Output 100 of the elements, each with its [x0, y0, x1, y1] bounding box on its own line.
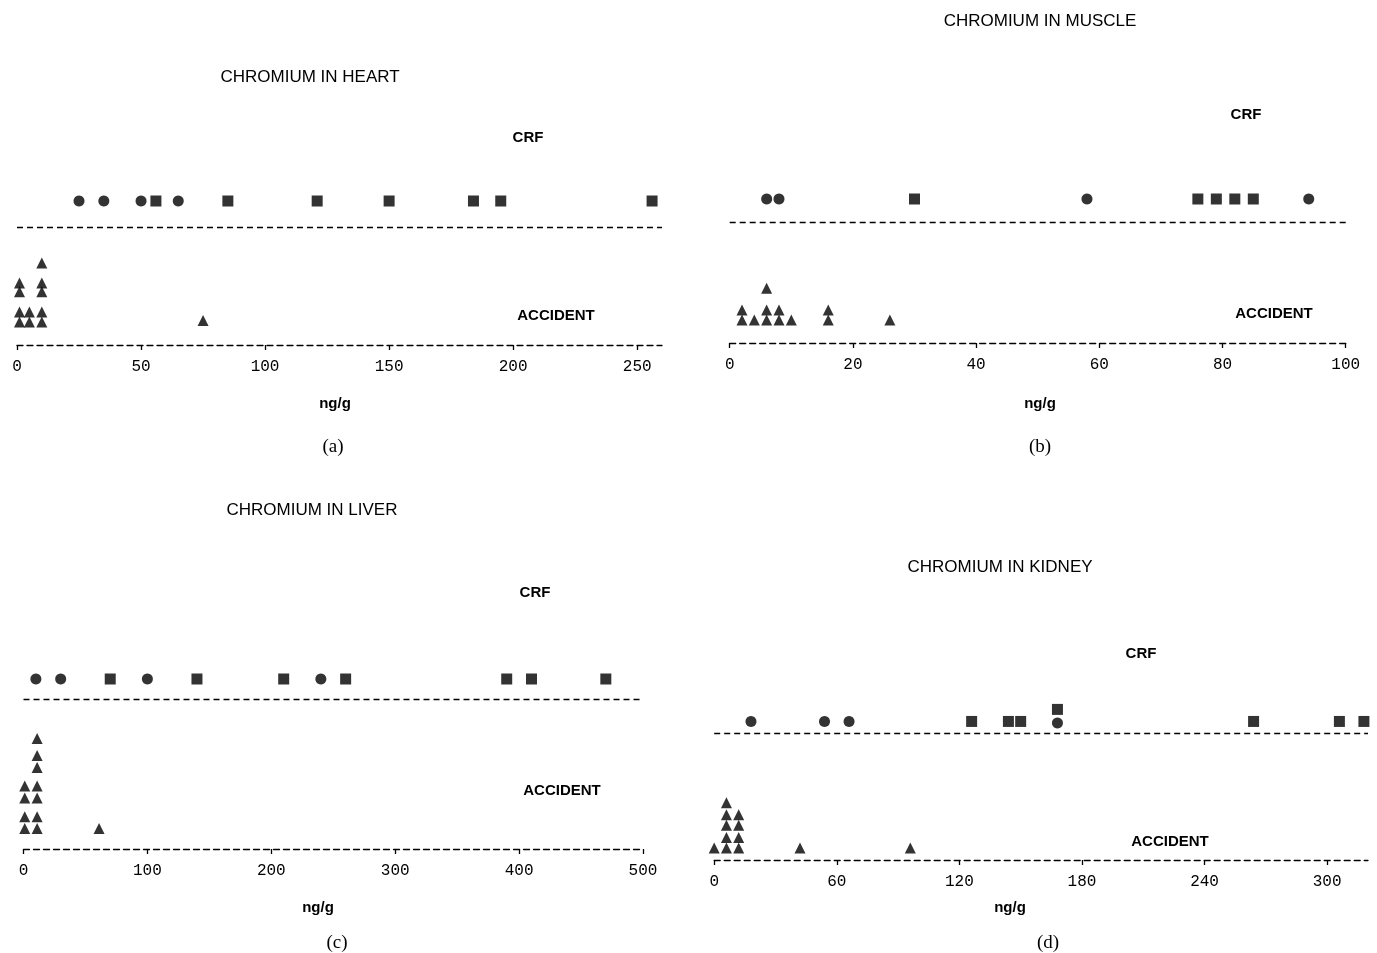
point	[761, 282, 773, 294]
point	[843, 715, 855, 727]
point	[31, 823, 43, 835]
annotation: ACCIDENT	[1131, 831, 1209, 849]
x-tick-label: 180	[1067, 873, 1097, 891]
x-tick-label: 240	[1190, 873, 1219, 891]
chart-title: CHROMIUM IN LIVER	[226, 499, 398, 519]
point	[1002, 715, 1014, 727]
point	[646, 195, 658, 207]
chart-title: CHROMIUM IN HEART	[220, 66, 400, 86]
x-tick-label: 200	[498, 358, 528, 376]
point	[773, 314, 785, 326]
point	[525, 673, 537, 685]
annotation: ACCIDENT	[517, 305, 595, 323]
point	[36, 257, 48, 269]
point	[819, 715, 831, 727]
point	[794, 842, 806, 854]
point	[1303, 193, 1315, 205]
x-tick-label: 100	[132, 862, 162, 880]
point	[150, 195, 162, 207]
point	[745, 715, 757, 727]
point	[720, 809, 732, 821]
annotation: ACCIDENT	[523, 780, 601, 798]
x-axis-title: ng/g	[302, 897, 334, 915]
point	[31, 750, 43, 761]
point	[13, 316, 25, 328]
point	[98, 195, 110, 207]
point	[720, 842, 732, 854]
point	[19, 823, 31, 835]
x-axis-title: ng/g	[1024, 393, 1056, 411]
point	[1015, 715, 1027, 727]
point	[733, 831, 745, 843]
x-tick-label: 500	[628, 862, 658, 880]
point	[1229, 193, 1241, 205]
point	[736, 304, 748, 316]
point	[315, 673, 327, 685]
x-tick-label: 60	[827, 873, 847, 891]
point	[761, 193, 773, 205]
point	[141, 673, 153, 685]
point	[748, 314, 760, 326]
point	[1192, 193, 1204, 205]
x-tick-label: 0	[12, 358, 22, 376]
point	[1051, 717, 1063, 729]
point	[55, 673, 67, 685]
x-tick-label: 300	[1312, 873, 1342, 891]
point	[822, 314, 834, 326]
point	[31, 733, 43, 744]
annotation: ACCIDENT	[1235, 303, 1313, 321]
point	[31, 780, 43, 792]
point	[467, 195, 479, 207]
point	[36, 277, 48, 289]
point	[1247, 193, 1259, 205]
point	[966, 715, 978, 727]
x-tick-label: 0	[18, 862, 29, 880]
point	[720, 819, 732, 831]
point	[340, 673, 352, 685]
point	[311, 195, 323, 207]
point	[19, 780, 31, 792]
x-tick-label: 60	[1089, 356, 1109, 374]
point	[73, 195, 85, 207]
point	[773, 193, 785, 205]
point	[383, 195, 395, 207]
chart-title: CHROMIUM IN KIDNEY	[907, 556, 1093, 576]
text: (c)	[326, 930, 348, 953]
point	[909, 193, 920, 205]
point	[884, 314, 896, 326]
point	[172, 195, 184, 207]
x-tick-label: 120	[944, 873, 974, 891]
point	[1051, 703, 1063, 715]
point	[822, 304, 834, 316]
text: CRF	[1125, 643, 1157, 661]
point	[197, 315, 209, 327]
point	[23, 306, 35, 318]
point	[600, 673, 612, 685]
point	[733, 842, 745, 854]
text: (b)	[1028, 434, 1052, 457]
point	[708, 842, 720, 854]
x-tick-label: 80	[1212, 356, 1233, 374]
point	[222, 195, 234, 207]
x-tick-label: 200	[256, 862, 286, 880]
point	[36, 306, 48, 318]
point	[720, 797, 732, 809]
point	[31, 761, 43, 773]
point	[1210, 193, 1222, 205]
point	[19, 811, 31, 823]
point	[785, 314, 797, 326]
x-tick-label: 20	[843, 356, 863, 374]
point	[495, 195, 507, 207]
point	[13, 286, 25, 298]
x-tick-label: 300	[380, 862, 410, 880]
point	[19, 792, 31, 804]
x-tick-label: 0	[724, 356, 735, 374]
point	[31, 792, 43, 804]
point	[761, 304, 773, 316]
text: CRF	[512, 127, 544, 145]
point	[773, 304, 785, 316]
point	[135, 195, 147, 207]
point	[30, 673, 42, 685]
point	[36, 316, 48, 328]
point	[191, 673, 203, 685]
